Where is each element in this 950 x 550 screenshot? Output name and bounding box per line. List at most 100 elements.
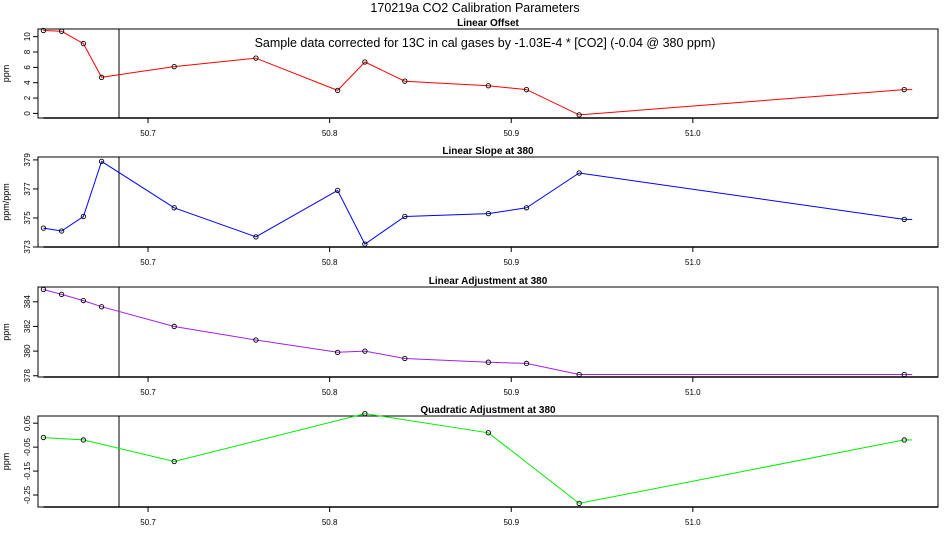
- data-point: [334, 349, 341, 355]
- data-point: [901, 86, 907, 93]
- panel-title: Linear Adjustment at 380: [429, 276, 548, 287]
- data-point: [171, 63, 177, 70]
- x-tick-label: 50.7: [140, 129, 156, 138]
- data-point: [171, 323, 177, 330]
- panel-title: Quadratic Adjustment at 380: [420, 405, 556, 416]
- data-point: [40, 27, 47, 34]
- x-tick-label: 50.8: [322, 129, 338, 138]
- data-point: [523, 86, 530, 93]
- data-point: [576, 112, 582, 118]
- series-line: [43, 413, 905, 504]
- chart-panel: Quadratic Adjustment at 380 ppm -0.25 -0.15…: [1, 405, 939, 527]
- x-tick-label: 50.8: [322, 518, 338, 527]
- data-point: [80, 297, 87, 304]
- data-point: [40, 225, 47, 231]
- data-point: [901, 437, 907, 443]
- y-axis-label: ppm: [1, 323, 11, 341]
- y-tick-label: 384: [23, 295, 32, 309]
- x-tick-label: 51.0: [685, 518, 701, 527]
- y-tick-label: 8: [23, 49, 32, 54]
- y-tick-label: 10: [23, 32, 32, 41]
- data-point: [362, 59, 368, 65]
- data-point: [523, 360, 530, 367]
- data-point: [58, 291, 65, 298]
- data-point: [402, 78, 408, 84]
- data-point: [171, 205, 177, 211]
- y-tick-label: -0.05: [23, 437, 32, 456]
- y-tick-label: 380: [23, 344, 32, 358]
- y-tick-label: 379: [23, 153, 32, 167]
- panel-title: Linear Offset: [457, 18, 519, 29]
- plot-frame: [37, 156, 939, 248]
- chart-panel: Linear Offset ppm 0 2 4 6 8 10 50.7 50.8 50.9 51.0: [1, 18, 939, 138]
- x-tick-label: 50.9: [503, 388, 519, 397]
- series-line: [43, 160, 905, 245]
- y-tick-label: 377: [23, 182, 32, 196]
- x-tick-label: 50.9: [503, 129, 519, 138]
- y-tick-label: -0.25: [23, 485, 32, 504]
- data-point: [485, 430, 492, 436]
- y-tick-label: 382: [23, 319, 32, 333]
- y-tick-label: 6: [23, 65, 32, 70]
- y-tick-label: 2: [23, 95, 32, 100]
- data-point: [485, 83, 492, 89]
- data-point: [362, 410, 368, 417]
- y-tick-label: 0: [23, 111, 32, 116]
- data-point: [98, 158, 105, 165]
- x-tick-label: 50.8: [322, 388, 338, 397]
- data-point: [80, 213, 87, 220]
- data-point: [334, 87, 341, 94]
- x-tick-label: 50.7: [140, 518, 156, 527]
- data-point: [98, 74, 105, 80]
- chart-panel: Linear Adjustment at 380 ppm 378 380 382 384 5…: [1, 276, 939, 397]
- data-point: [485, 359, 492, 365]
- data-point: [334, 187, 341, 194]
- y-axis-label: ppm: [1, 65, 11, 83]
- data-point: [171, 458, 177, 465]
- chart-panel: Linear Slope at 380 ppm/ppm 373 375 377 379 50…: [1, 146, 939, 267]
- x-tick-label: 50.8: [322, 258, 338, 267]
- data-point: [523, 205, 530, 211]
- y-tick-label: 378: [23, 369, 32, 383]
- data-point: [485, 210, 492, 217]
- data-point: [576, 170, 582, 176]
- x-tick-label: 51.0: [685, 388, 701, 397]
- data-point: [40, 286, 47, 293]
- data-point: [362, 348, 368, 354]
- data-point: [402, 355, 408, 362]
- y-axis-label: ppm/ppm: [1, 183, 11, 221]
- x-tick-label: 50.7: [140, 388, 156, 397]
- y-tick-label: 0.05: [23, 415, 32, 431]
- data-point: [253, 337, 259, 343]
- data-point: [362, 241, 368, 247]
- x-tick-label: 51.0: [685, 129, 701, 138]
- data-point: [576, 500, 582, 507]
- y-tick-label: -0.15: [23, 461, 32, 480]
- data-point: [40, 434, 47, 441]
- plot-frame: [37, 286, 939, 378]
- data-point: [98, 304, 105, 310]
- data-point: [901, 216, 907, 223]
- data-point: [80, 437, 87, 443]
- series-line: [43, 289, 905, 375]
- x-tick-label: 50.7: [140, 258, 156, 267]
- x-tick-label: 51.0: [685, 258, 701, 267]
- y-axis-label: ppm: [1, 453, 11, 471]
- panel-title: Linear Slope at 380: [442, 146, 534, 157]
- data-point: [576, 371, 582, 378]
- series-line: [43, 30, 905, 116]
- data-point: [80, 40, 87, 47]
- y-tick-label: 375: [23, 211, 32, 225]
- figure-note: Sample data corrected for 13C in cal gas…: [255, 36, 716, 50]
- data-point: [253, 55, 259, 61]
- data-point: [402, 213, 408, 220]
- data-point: [253, 234, 259, 240]
- x-tick-label: 50.9: [503, 518, 519, 527]
- x-tick-label: 50.9: [503, 258, 519, 267]
- data-point: [58, 28, 65, 34]
- y-tick-label: 4: [23, 80, 32, 85]
- y-tick-label: 373: [23, 240, 32, 254]
- data-point: [58, 228, 65, 234]
